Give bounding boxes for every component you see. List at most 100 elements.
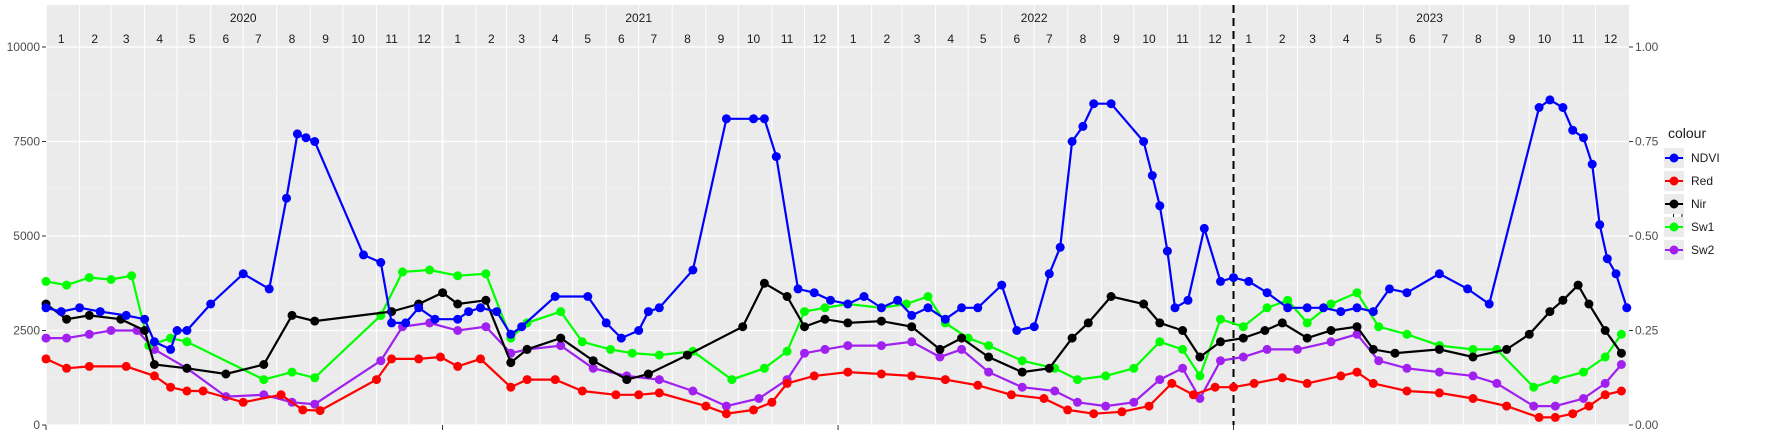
sw1-point [606,344,615,354]
ndvi-point [238,269,248,279]
legend-label-nir: Nir [1691,197,1706,211]
ndvi-point [1216,276,1225,286]
month-label: 12 [1208,32,1222,46]
red-point [62,363,72,373]
red-point [372,375,381,385]
ndvi-point [1044,269,1054,279]
ndvi-point [430,314,440,324]
nir-point [453,299,463,309]
nir-point [588,356,598,366]
red-point [701,401,711,411]
red-point [1117,407,1127,417]
ndvi-point [583,292,593,301]
sw2-point [1073,397,1082,407]
red-point [876,369,886,379]
ndvi-point [1262,288,1272,298]
sw1-point [1402,329,1412,339]
y-right-tick-label: 0.00 [1635,418,1659,432]
month-label: 10 [1142,32,1156,46]
ndvi-point [940,314,950,324]
red-point [1006,390,1016,400]
red-point [84,361,94,371]
sw2-point [800,348,809,358]
sw2-point [453,326,463,335]
nir-point [682,350,692,360]
nir-point [1600,326,1610,335]
nir-point [984,352,994,362]
ndvi-point [166,344,176,354]
ndvi-point [1602,254,1612,264]
ndvi-point [1352,303,1362,313]
year-label: 2020 [230,11,257,25]
nir-point [759,278,769,288]
red-point [522,375,532,385]
nir-point [876,316,886,326]
legend-key-dot-red [1669,176,1679,186]
nir-point [438,288,448,298]
sw1-point [782,346,792,356]
nir-point [84,310,94,320]
nir-point [1326,326,1336,335]
nir-point [820,314,830,324]
sw1-point [1178,344,1188,354]
sw1-point [1579,367,1588,377]
ndvi-point [310,137,320,146]
red-point [1277,373,1287,383]
y-left-tick-label: 10000 [7,40,41,54]
month-label: 4 [156,32,163,46]
sw2-point [1178,363,1188,373]
ndvi-point [95,307,105,317]
month-label: 1 [454,32,461,46]
month-label: 7 [1046,32,1053,46]
ndvi-point [1302,303,1312,313]
ndvi-point [749,114,758,124]
month-label: 6 [618,32,625,46]
nir-point [1067,333,1077,343]
ndvi-point [843,299,853,309]
sw1-point [127,271,137,281]
nir-point [140,326,150,335]
ndvi-point [859,292,869,301]
sw2-point [1262,344,1272,354]
ndvi-point [1029,322,1039,332]
year-label: 2023 [1416,11,1443,25]
sw1-point [1326,299,1336,309]
nir-point [1616,348,1626,358]
ndvi-point [492,307,502,317]
sw1-point [1374,322,1384,332]
ndvi-point [771,152,781,162]
ndvi-point [1558,103,1568,112]
ndvi-point [56,307,66,317]
sw1-point [1073,375,1082,385]
ndvi-point [1170,303,1180,313]
ndvi-point [1139,137,1149,146]
month-label: 7 [651,32,658,46]
red-point [973,380,983,390]
nir-point [957,333,967,343]
nir-point [1468,352,1478,362]
sw2-point [588,363,598,373]
ndvi-point [264,284,274,294]
ndvi-point [1162,246,1172,256]
legend-title: colour [1668,125,1706,141]
nir-point [1155,318,1165,328]
red-point [1550,412,1560,422]
sw1-point [84,273,94,283]
legend-label-sw2: Sw2 [1691,243,1715,257]
sw2-point [688,386,698,396]
ndvi-point [149,337,159,347]
sw1-point [577,337,587,347]
sw2-point [84,329,94,339]
red-point [238,397,248,407]
month-label: 7 [255,32,262,46]
ndvi-point [1622,303,1632,313]
red-point [1144,401,1154,411]
sw2-point [957,344,967,354]
red-point [1600,390,1610,400]
ndvi-point [793,284,803,294]
sw2-point [984,367,994,377]
nir-point [1195,352,1205,362]
month-label: 8 [684,32,691,46]
nir-point [481,295,491,305]
